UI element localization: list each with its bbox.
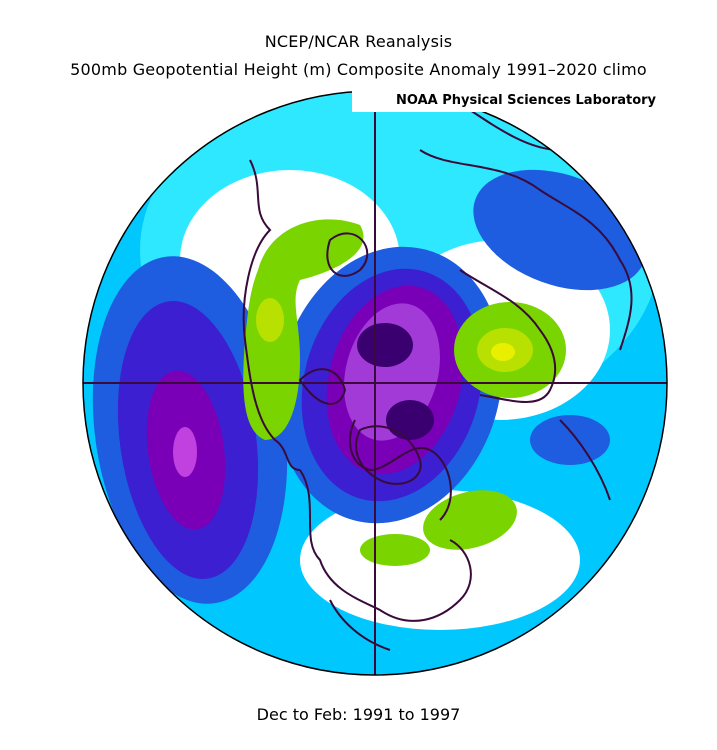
anomaly-green-atlantic: [423, 490, 517, 550]
anomaly-magenta-pacific: [173, 427, 197, 477]
anomaly-core-polar-1: [357, 323, 413, 367]
anomaly-green-atlantic-2: [360, 534, 430, 566]
coastlines: [242, 109, 633, 651]
anomaly-blue-se: [530, 415, 610, 465]
anomaly-core-polar-2: [386, 400, 434, 440]
date-range-label: Dec to Feb: 1991 to 1997: [256, 705, 461, 724]
credit-label: NOAA Physical Sciences Laboratory: [352, 90, 664, 112]
anomaly-yellowcore-siberia: [491, 343, 515, 361]
chart-subtitle: 500mb Geopotential Height (m) Composite …: [70, 60, 647, 79]
anomaly-yellowgreen-europe: [256, 298, 284, 342]
anomaly-green-europe: [243, 219, 364, 440]
chart-title: NCEP/NCAR Reanalysis: [264, 32, 453, 51]
